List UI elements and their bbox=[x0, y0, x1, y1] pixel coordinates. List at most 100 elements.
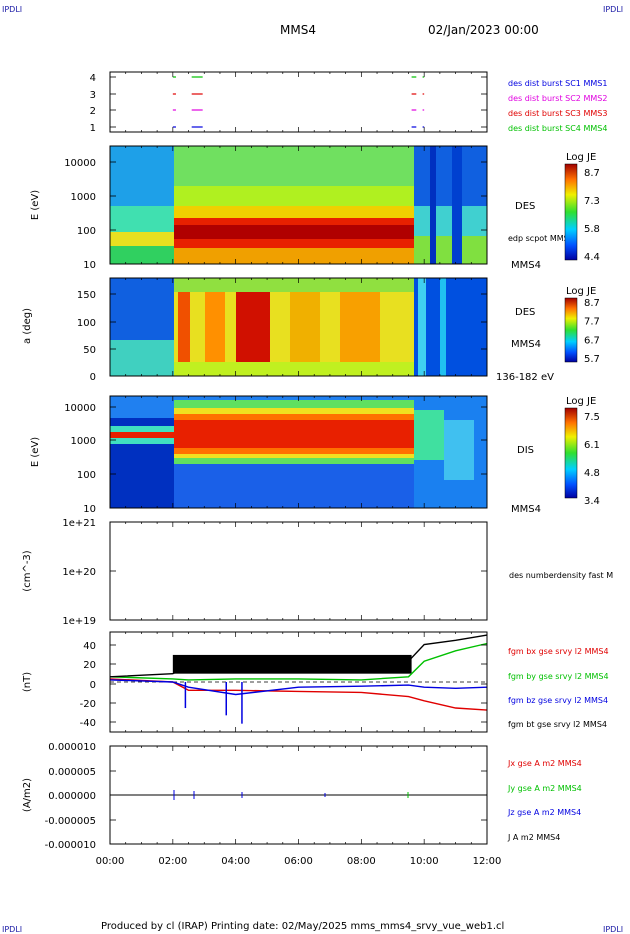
corner-label-top-right: IPDLI bbox=[603, 5, 623, 14]
time-tick-label: 00:00 bbox=[96, 856, 125, 867]
corner-label-top-left: IPDLI bbox=[2, 5, 22, 14]
bfield-series-line bbox=[109, 642, 488, 681]
des-pitch-ylabel: a (deg) bbox=[22, 308, 33, 344]
time-axis: 00:00 02:00 04:00 06:00 08:00 10:00 12:00 bbox=[96, 72, 502, 867]
y-tick-label: 1000 bbox=[71, 436, 96, 447]
time-tick-label: 12:00 bbox=[473, 856, 502, 867]
current-panel: 0.000010 0.000005 0.000000 -0.000005 -0.0000… bbox=[22, 742, 582, 851]
burst-legend-sc4: des dist burst SC4 MMS4 bbox=[508, 124, 607, 133]
y-tick-label: 1e+21 bbox=[62, 518, 96, 529]
y-tick-label: 3 bbox=[90, 90, 96, 101]
des-pitch-sc-label: MMS4 bbox=[511, 339, 541, 350]
density-panel: 1e+21 1e+20 1e+19 (cm^-3) des numberdensit… bbox=[22, 518, 613, 627]
y-tick-label: 1000 bbox=[71, 192, 96, 203]
colorbar-tick-label: 7.5 bbox=[584, 412, 600, 423]
y-tick-label: 100 bbox=[77, 470, 96, 481]
time-tick-label: 04:00 bbox=[221, 856, 250, 867]
y-tick-label: 50 bbox=[83, 345, 96, 356]
y-tick-label: 100 bbox=[77, 318, 96, 329]
bfield-ylabel: (nT) bbox=[22, 672, 33, 692]
des-energy-panel: 10000 1000 100 10 E (eV) DES edp scpot MMS4… bbox=[30, 145, 600, 271]
des-pitch-colorbar-title: Log JE bbox=[566, 286, 596, 297]
bfield-series-line bbox=[109, 634, 488, 678]
colorbar-tick-label: 4.4 bbox=[584, 252, 600, 263]
y-tick-label: 10 bbox=[83, 504, 96, 515]
current-legend-j: J A m2 MMS4 bbox=[507, 833, 560, 842]
des-pitch-energy-range: 136-182 eV bbox=[496, 372, 554, 383]
bfield-series-line bbox=[109, 679, 488, 696]
density-legend: des numberdensity fast M bbox=[509, 571, 613, 580]
bfield-legend-bz: fgm bz gse srvy l2 MMS4 bbox=[508, 696, 608, 705]
time-tick-label: 08:00 bbox=[347, 856, 376, 867]
dis-energy-ylabel: E (eV) bbox=[30, 437, 41, 467]
y-tick-label: -40 bbox=[80, 718, 96, 729]
colorbar-tick-label: 8.7 bbox=[584, 168, 600, 179]
des-energy-scpot-label: edp scpot MMS4 bbox=[508, 234, 574, 243]
burst-legend-sc3: des dist burst SC3 MMS3 bbox=[508, 109, 607, 118]
current-ylabel: (A/m2) bbox=[22, 778, 33, 812]
y-tick-label: 2 bbox=[90, 106, 96, 117]
des-energy-sc-label: MMS4 bbox=[511, 260, 541, 271]
bfield-legend-bx: fgm bx gse srvy l2 MMS4 bbox=[508, 647, 609, 656]
magnetic-field-panel: 40 20 0 -20 -40 (nT) fgm bx gse srvy l2 MMS4… bbox=[22, 631, 609, 733]
colorbar-tick-label: 8.7 bbox=[584, 298, 600, 309]
y-tick-label: 40 bbox=[83, 641, 96, 652]
dis-energy-label: DIS bbox=[517, 445, 534, 456]
colorbar-tick-label: 7.7 bbox=[584, 317, 600, 328]
burst-panel: 4 3 2 1 des dist burst SC1 MMS1 des dist bu… bbox=[90, 71, 607, 134]
time-tick-label: 06:00 bbox=[284, 856, 313, 867]
current-legend-jz: Jz gse A m2 MMS4 bbox=[507, 808, 581, 817]
y-tick-label: -0.000010 bbox=[45, 840, 96, 851]
y-tick-label: 0.000000 bbox=[48, 791, 96, 802]
dis-energy-sc-label: MMS4 bbox=[511, 504, 541, 515]
y-tick-label: 0 bbox=[90, 680, 96, 691]
dis-energy-colorbar-title: Log JE bbox=[566, 396, 596, 407]
des-pitch-label: DES bbox=[515, 307, 535, 318]
y-tick-label: 10000 bbox=[64, 158, 96, 169]
colorbar-tick-label: 5.7 bbox=[584, 354, 600, 365]
burst-legend-sc2: des dist burst SC2 MMS2 bbox=[508, 94, 607, 103]
des-energy-colorbar-title: Log JE bbox=[566, 152, 596, 163]
y-tick-label: 1 bbox=[90, 123, 96, 134]
y-tick-label: 1e+19 bbox=[62, 616, 96, 627]
time-tick-label: 02:00 bbox=[158, 856, 187, 867]
spacecraft-title: MMS4 bbox=[280, 23, 316, 37]
footer-credit: Produced by cl (IRAP) Printing date: 02/… bbox=[101, 921, 504, 932]
colorbar-tick-label: 5.8 bbox=[584, 224, 600, 235]
bfield-legend-by: fgm by gse srvy l2 MMS4 bbox=[508, 672, 609, 681]
bfield-series-line bbox=[109, 678, 488, 711]
bfield-legend-bt: fgm bt gse srvy l2 MMS4 bbox=[508, 720, 607, 729]
dis-energy-panel: 10000 1000 100 10 E (eV) DIS MMS4 Log JE 7.… bbox=[30, 395, 600, 515]
current-legend-jy: Jy gse A m2 MMS4 bbox=[507, 784, 582, 793]
des-energy-label: DES bbox=[515, 201, 535, 212]
dis-energy-colorbar bbox=[564, 407, 578, 499]
y-tick-label: 10 bbox=[83, 260, 96, 271]
time-tick-label: 10:00 bbox=[410, 856, 439, 867]
des-energy-colorbar bbox=[564, 163, 578, 261]
y-tick-label: 4 bbox=[90, 73, 96, 84]
colorbar-tick-label: 4.8 bbox=[584, 468, 600, 479]
y-tick-label: 1e+20 bbox=[62, 567, 96, 578]
colorbar-tick-label: 7.3 bbox=[584, 196, 600, 207]
y-tick-label: 10000 bbox=[64, 403, 96, 414]
density-ylabel: (cm^-3) bbox=[22, 550, 33, 591]
date-title: 02/Jan/2023 00:00 bbox=[428, 23, 539, 37]
colorbar-tick-label: 6.7 bbox=[584, 335, 600, 346]
y-tick-label: 0.000005 bbox=[48, 767, 96, 778]
y-tick-label: 0.000010 bbox=[48, 742, 96, 753]
y-tick-label: -0.000005 bbox=[45, 816, 96, 827]
y-tick-label: 20 bbox=[83, 660, 96, 671]
y-tick-label: 150 bbox=[77, 290, 96, 301]
y-tick-label: 100 bbox=[77, 226, 96, 237]
y-tick-label: 0 bbox=[90, 372, 96, 383]
des-pitch-panel: 150 100 50 0 a (deg) DES MMS4 136-182 eV Lo… bbox=[22, 277, 600, 383]
corner-label-bottom-left: IPDLI bbox=[2, 925, 22, 934]
colorbar-tick-label: 6.1 bbox=[584, 440, 600, 451]
colorbar-tick-label: 3.4 bbox=[584, 496, 600, 507]
y-tick-label: -20 bbox=[80, 699, 96, 710]
burst-legend-sc1: des dist burst SC1 MMS1 bbox=[508, 79, 607, 88]
corner-label-bottom-right: IPDLI bbox=[603, 925, 623, 934]
current-legend-jx: Jx gse A m2 MMS4 bbox=[507, 759, 582, 768]
des-pitch-colorbar bbox=[564, 297, 578, 363]
